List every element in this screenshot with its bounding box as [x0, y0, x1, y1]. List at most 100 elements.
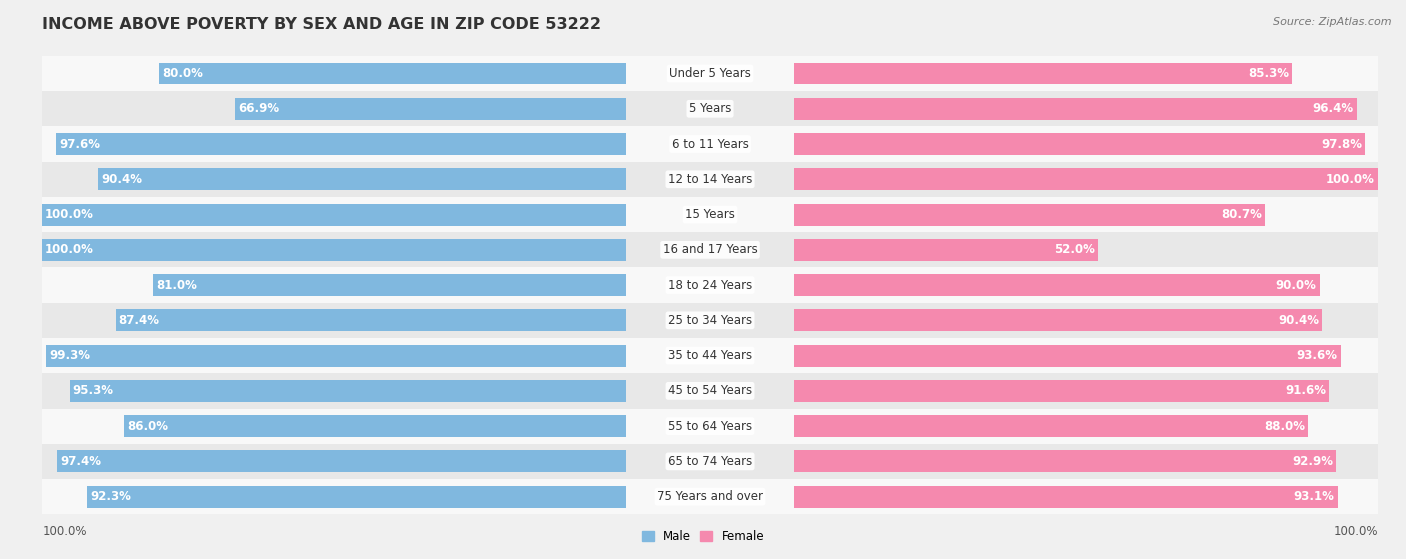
- Bar: [124, 415, 626, 437]
- Bar: [235, 98, 626, 120]
- Text: 6 to 11 Years: 6 to 11 Years: [672, 138, 748, 150]
- Bar: [794, 63, 1292, 84]
- Bar: [794, 98, 1357, 120]
- Text: 12 to 14 Years: 12 to 14 Years: [668, 173, 752, 186]
- Bar: [0, 444, 626, 479]
- Bar: [794, 168, 1378, 190]
- Bar: [56, 133, 626, 155]
- Bar: [211, 197, 1378, 232]
- Text: 100.0%: 100.0%: [45, 208, 94, 221]
- Text: 18 to 24 Years: 18 to 24 Years: [668, 278, 752, 292]
- Bar: [794, 310, 1322, 331]
- Text: 95.3%: 95.3%: [73, 385, 114, 397]
- Bar: [0, 409, 626, 444]
- Text: 90.0%: 90.0%: [1275, 278, 1316, 292]
- Bar: [211, 303, 1378, 338]
- Bar: [211, 373, 1378, 409]
- Text: 86.0%: 86.0%: [127, 420, 167, 433]
- Bar: [0, 267, 1406, 303]
- Text: 91.6%: 91.6%: [1285, 385, 1326, 397]
- Text: 92.9%: 92.9%: [1292, 455, 1333, 468]
- Bar: [58, 451, 626, 472]
- Bar: [98, 168, 626, 190]
- Text: 15 Years: 15 Years: [685, 208, 735, 221]
- Bar: [794, 415, 1308, 437]
- Text: 52.0%: 52.0%: [1054, 243, 1095, 257]
- Bar: [211, 91, 1378, 126]
- Bar: [0, 232, 626, 267]
- Text: 80.0%: 80.0%: [162, 67, 202, 80]
- Bar: [70, 380, 626, 402]
- Bar: [794, 239, 1098, 260]
- Bar: [42, 203, 626, 225]
- Bar: [794, 274, 1319, 296]
- Bar: [794, 380, 1329, 402]
- Bar: [211, 444, 1378, 479]
- Text: 80.7%: 80.7%: [1222, 208, 1263, 221]
- Bar: [0, 162, 626, 197]
- Bar: [0, 444, 1406, 479]
- Text: 5 Years: 5 Years: [689, 102, 731, 115]
- Bar: [794, 203, 1265, 225]
- Text: 87.4%: 87.4%: [118, 314, 160, 327]
- Bar: [0, 479, 1406, 514]
- Text: 45 to 54 Years: 45 to 54 Years: [668, 385, 752, 397]
- Text: 100.0%: 100.0%: [1326, 173, 1375, 186]
- Bar: [0, 126, 626, 162]
- Bar: [211, 409, 1378, 444]
- Text: 66.9%: 66.9%: [238, 102, 280, 115]
- Bar: [0, 303, 626, 338]
- Bar: [46, 345, 626, 367]
- Text: 97.4%: 97.4%: [60, 455, 101, 468]
- Text: INCOME ABOVE POVERTY BY SEX AND AGE IN ZIP CODE 53222: INCOME ABOVE POVERTY BY SEX AND AGE IN Z…: [42, 17, 602, 32]
- Bar: [211, 162, 1378, 197]
- Text: 100.0%: 100.0%: [42, 524, 87, 538]
- Text: 65 to 74 Years: 65 to 74 Years: [668, 455, 752, 468]
- Text: 75 Years and over: 75 Years and over: [657, 490, 763, 503]
- Text: 85.3%: 85.3%: [1249, 67, 1289, 80]
- Bar: [87, 486, 626, 508]
- Bar: [0, 91, 1406, 126]
- Text: 90.4%: 90.4%: [101, 173, 142, 186]
- Bar: [0, 232, 1406, 267]
- Text: 100.0%: 100.0%: [45, 243, 94, 257]
- Bar: [0, 162, 1406, 197]
- Bar: [211, 479, 1378, 514]
- Text: 100.0%: 100.0%: [1333, 524, 1378, 538]
- Bar: [0, 338, 626, 373]
- Text: 25 to 34 Years: 25 to 34 Years: [668, 314, 752, 327]
- Bar: [153, 274, 626, 296]
- Bar: [0, 197, 626, 232]
- Text: 97.8%: 97.8%: [1322, 138, 1362, 150]
- Bar: [0, 91, 626, 126]
- Text: 88.0%: 88.0%: [1264, 420, 1305, 433]
- Bar: [211, 126, 1378, 162]
- Bar: [0, 373, 626, 409]
- Legend: Male, Female: Male, Female: [637, 525, 769, 547]
- Bar: [0, 126, 1406, 162]
- Bar: [211, 267, 1378, 303]
- Text: 35 to 44 Years: 35 to 44 Years: [668, 349, 752, 362]
- Bar: [159, 63, 626, 84]
- Bar: [0, 373, 1406, 409]
- Bar: [115, 310, 626, 331]
- Bar: [211, 56, 1378, 91]
- Text: 93.6%: 93.6%: [1296, 349, 1337, 362]
- Text: 55 to 64 Years: 55 to 64 Years: [668, 420, 752, 433]
- Bar: [794, 133, 1365, 155]
- Text: 92.3%: 92.3%: [90, 490, 131, 503]
- Text: 97.6%: 97.6%: [59, 138, 100, 150]
- Bar: [0, 409, 1406, 444]
- Text: 96.4%: 96.4%: [1313, 102, 1354, 115]
- Bar: [0, 56, 626, 91]
- Text: 99.3%: 99.3%: [49, 349, 90, 362]
- Text: 90.4%: 90.4%: [1278, 314, 1319, 327]
- Text: 93.1%: 93.1%: [1294, 490, 1334, 503]
- Text: Source: ZipAtlas.com: Source: ZipAtlas.com: [1274, 17, 1392, 27]
- Text: 16 and 17 Years: 16 and 17 Years: [662, 243, 758, 257]
- Bar: [0, 303, 1406, 338]
- Bar: [0, 338, 1406, 373]
- Bar: [0, 197, 1406, 232]
- Bar: [0, 56, 1406, 91]
- Bar: [211, 232, 1378, 267]
